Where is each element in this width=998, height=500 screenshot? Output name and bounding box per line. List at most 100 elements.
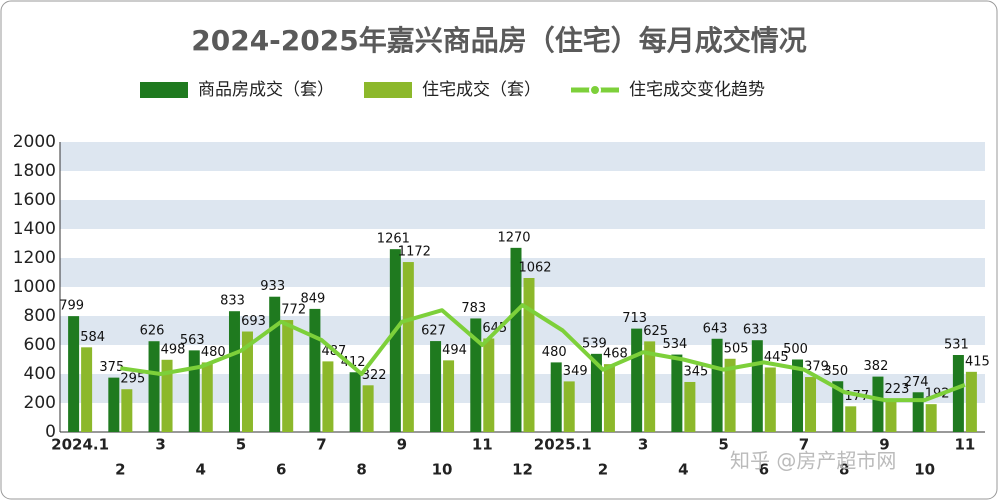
value-label: 350 (823, 364, 848, 379)
value-label: 505 (724, 341, 749, 356)
bar (805, 377, 817, 432)
x-tick-label: 12 (512, 461, 533, 479)
y-tick-label: 400 (24, 364, 56, 384)
value-label: 534 (662, 337, 687, 352)
bar (362, 385, 374, 432)
watermark: 知乎 @房产超市网 (730, 449, 896, 473)
grid-band (60, 258, 985, 287)
bar (68, 316, 80, 432)
value-label: 633 (743, 323, 768, 338)
value-label: 627 (421, 324, 446, 339)
bar (912, 392, 924, 432)
x-tick-label: 5 (718, 436, 728, 454)
bar (201, 362, 213, 432)
y-tick-label: 0 (45, 422, 56, 442)
bar (590, 353, 602, 432)
bar (188, 350, 200, 432)
value-label: 625 (643, 324, 668, 339)
value-label: 223 (885, 382, 910, 397)
grid-band (60, 316, 985, 345)
bar (389, 249, 401, 432)
value-label: 322 (362, 368, 387, 383)
y-tick-label: 2000 (13, 132, 56, 152)
bar (81, 347, 93, 432)
value-label: 1062 (518, 261, 551, 276)
legend-swatch (140, 82, 188, 98)
y-tick-label: 1600 (13, 190, 56, 210)
x-tick-label: 11 (472, 436, 493, 454)
value-label: 1270 (497, 230, 530, 245)
x-tick-label: 2 (598, 461, 608, 479)
x-tick-label: 8 (839, 461, 849, 479)
trend-line (120, 303, 966, 403)
x-tick-label: 2 (115, 461, 125, 479)
value-label: 500 (783, 342, 808, 357)
x-tick-label: 10 (432, 461, 453, 479)
value-label: 1172 (398, 245, 431, 260)
value-label: 375 (99, 360, 124, 375)
value-label: 349 (563, 364, 588, 379)
value-label: 468 (603, 347, 628, 362)
bar (510, 247, 522, 432)
value-label: 643 (703, 321, 728, 336)
x-tick-label: 11 (954, 436, 975, 454)
bar (483, 338, 495, 432)
y-tick-label: 600 (24, 335, 56, 355)
value-label: 626 (140, 324, 165, 339)
bar (885, 399, 897, 432)
x-tick-label: 4 (196, 461, 206, 479)
bar (523, 278, 535, 432)
x-tick-label: 3 (155, 436, 165, 454)
value-label: 274 (904, 375, 929, 390)
value-label: 345 (683, 364, 708, 379)
x-tick-label: 6 (759, 461, 769, 479)
value-label: 531 (944, 338, 969, 353)
x-tick-label: 4 (678, 461, 688, 479)
bar (965, 371, 977, 432)
legend-label: 住宅成交变化趋势 (629, 80, 765, 100)
bar (751, 340, 763, 432)
chart-title: 2024-2025年嘉兴商品房（住宅）每月成交情况 (191, 24, 806, 57)
bar (952, 355, 964, 432)
bar (711, 338, 723, 432)
value-label: 584 (80, 330, 105, 345)
bar (563, 381, 575, 432)
value-label: 379 (804, 360, 829, 375)
value-label: 539 (582, 336, 607, 351)
bar (443, 360, 455, 432)
bar (845, 406, 857, 432)
grid-band (60, 200, 985, 229)
y-tick-label: 200 (24, 393, 56, 413)
x-tick-label: 7 (799, 436, 809, 454)
value-label: 783 (461, 301, 486, 316)
value-label: 833 (220, 294, 245, 309)
bar (121, 389, 133, 432)
x-tick-label: 10 (914, 461, 935, 479)
value-label: 494 (442, 343, 467, 358)
value-label: 415 (965, 354, 990, 369)
x-tick-label: 7 (316, 436, 326, 454)
bar (349, 372, 361, 432)
x-tick-label: 5 (236, 436, 246, 454)
value-label: 295 (120, 372, 145, 387)
bar (402, 262, 414, 432)
y-tick-label: 1000 (13, 277, 56, 297)
bar (309, 308, 321, 432)
x-tick-label: 8 (356, 461, 366, 479)
value-label: 693 (241, 314, 266, 329)
value-label: 563 (180, 333, 205, 348)
y-tick-label: 1200 (13, 248, 56, 268)
bar (603, 364, 615, 432)
bar (148, 341, 160, 432)
value-label: 480 (542, 345, 567, 360)
x-tick-label: 2024.1 (51, 436, 109, 454)
bar (108, 377, 120, 432)
bar (430, 341, 442, 432)
bar (925, 404, 937, 432)
bar (161, 359, 173, 432)
y-tick-label: 800 (24, 306, 56, 326)
value-label: 445 (764, 350, 789, 365)
bar (631, 328, 643, 432)
bar (322, 361, 334, 432)
